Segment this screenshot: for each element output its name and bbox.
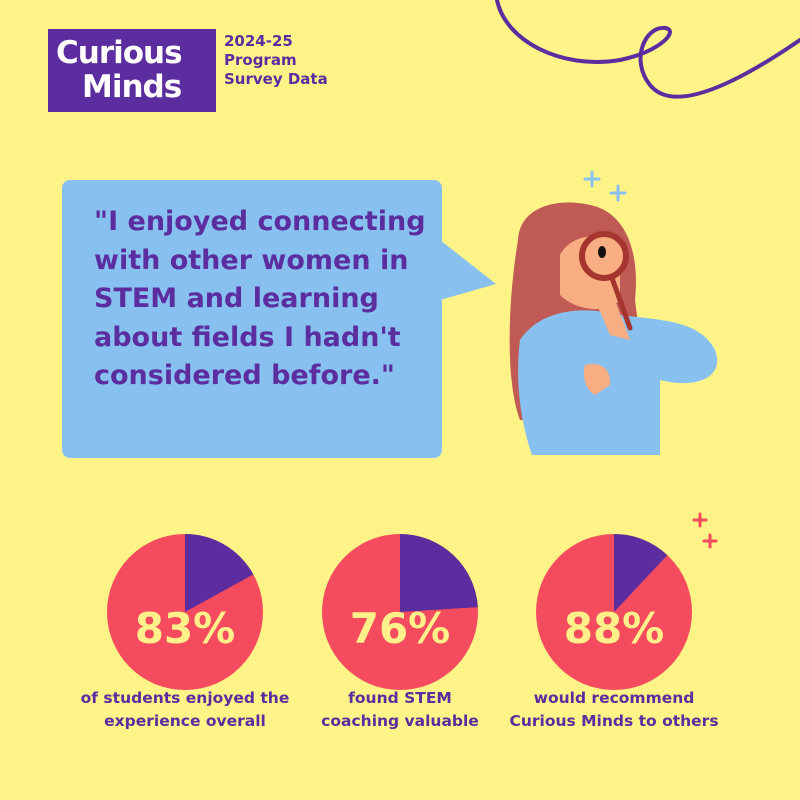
pie-2-caption: found STEM coaching valuable: [321, 689, 479, 730]
speech-bubble-pointer: [440, 240, 496, 300]
testimonial-quote: "I enjoyed connecting with other women i…: [94, 206, 426, 391]
curious-minds-logo: Curious Minds: [48, 29, 216, 112]
pie-1-percent-label: 83%: [134, 604, 236, 653]
sparkle-icon: [692, 512, 718, 549]
pie-3-caption: would recommend Curious Minds to others: [509, 689, 719, 730]
page-subtitle: 2024-25 Program Survey Data: [224, 32, 328, 88]
logo-text-line2: Minds: [82, 69, 182, 105]
speech-bubble: [62, 180, 442, 458]
pie-3-percent-label: 88%: [563, 604, 665, 653]
logo-text-line1: Curious: [56, 35, 183, 71]
sparkle-icon: [583, 170, 627, 202]
pie-1-remainder-slice: [185, 534, 254, 612]
pie-2-remainder-slice: [400, 534, 478, 612]
pie-3-remainder-slice: [614, 534, 668, 612]
girl-with-magnifying-glass-icon: [509, 202, 718, 455]
curly-line-decoration: [495, 0, 800, 99]
pie-1-caption: of students enjoyed the experience overa…: [80, 689, 290, 730]
pie-2-percent-label: 76%: [349, 604, 451, 653]
